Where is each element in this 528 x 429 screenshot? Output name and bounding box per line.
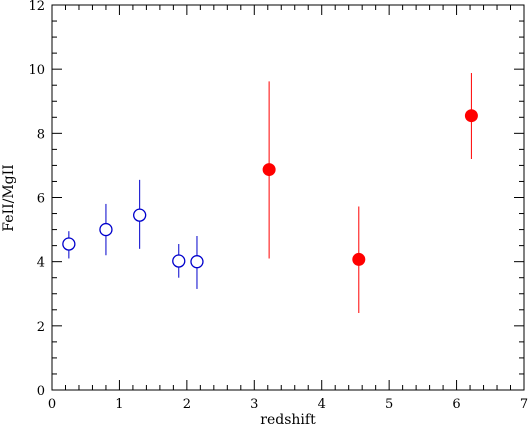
y-tick-label: 6: [37, 192, 45, 207]
data-point-open: [99, 222, 113, 237]
y-axis-label: FeII/MgII: [1, 164, 17, 231]
x-tick-label: 1: [115, 397, 123, 412]
y-tick-label: 4: [37, 256, 45, 271]
x-tick-label: 7: [520, 397, 528, 412]
data-point-open: [62, 237, 76, 251]
plot-frame: [51, 4, 525, 391]
data-point-open: [172, 254, 186, 268]
y-tick-label: 8: [37, 127, 45, 142]
x-tick-label: 5: [385, 397, 393, 412]
data-point-filled: [352, 252, 366, 266]
x-tick-label: 0: [48, 397, 56, 412]
data-point-open: [190, 255, 204, 269]
data-point-open: [133, 208, 147, 222]
x-tick-label: 6: [452, 397, 460, 412]
data-point-filled: [464, 109, 478, 123]
x-axis-label: redshift: [260, 412, 316, 428]
x-tick-label: 4: [318, 397, 326, 412]
x-tick-label: 3: [250, 397, 258, 412]
y-tick-label: 0: [37, 384, 45, 399]
y-tick-label: 12: [28, 0, 45, 14]
x-tick-label: 2: [183, 397, 191, 412]
data-points: [62, 73, 478, 313]
y-tick-label: 2: [37, 320, 45, 335]
data-point-filled: [262, 163, 276, 177]
axis-ticks: [51, 4, 525, 391]
y-tick-label: 10: [28, 63, 45, 78]
